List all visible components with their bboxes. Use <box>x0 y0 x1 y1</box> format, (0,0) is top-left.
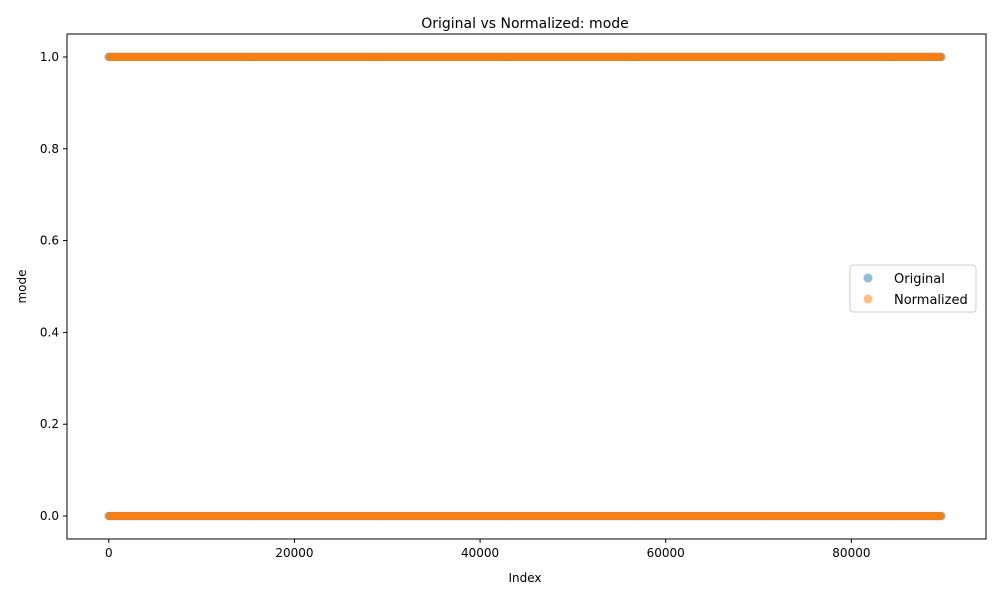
y-tick-label: 0.0 <box>40 509 59 523</box>
x-axis: 0 20000 40000 60000 80000 <box>105 539 870 560</box>
y-tick-label: 0.6 <box>40 234 59 248</box>
series-original <box>104 52 946 521</box>
x-tick-label: 0 <box>105 546 113 560</box>
y-tick-label: 1.0 <box>40 50 59 64</box>
x-tick-label: 40000 <box>461 546 499 560</box>
y-tick-label: 0.4 <box>40 325 59 339</box>
legend: Original Normalized <box>849 264 977 313</box>
y-axis: 0.0 0.2 0.4 0.6 0.8 1.0 <box>40 50 67 523</box>
x-tick-label: 80000 <box>832 546 870 560</box>
legend-label: Original <box>894 272 945 287</box>
data-point <box>937 511 946 521</box>
chart-title: Original vs Normalized: mode <box>421 16 629 32</box>
legend-marker <box>863 294 873 304</box>
axes-frame <box>66 33 987 540</box>
data-point <box>937 52 946 62</box>
plot-area <box>104 52 946 521</box>
y-axis-label: mode <box>15 269 29 303</box>
y-tick-label: 0.8 <box>40 142 59 156</box>
x-axis-label: Index <box>508 571 541 585</box>
x-tick-label: 20000 <box>275 546 313 560</box>
series-normalized <box>104 52 946 521</box>
legend-marker <box>863 273 873 283</box>
legend-label: Normalized <box>894 293 968 308</box>
legend-box <box>849 264 977 313</box>
y-tick-label: 0.2 <box>40 417 59 431</box>
x-tick-label: 60000 <box>647 546 685 560</box>
